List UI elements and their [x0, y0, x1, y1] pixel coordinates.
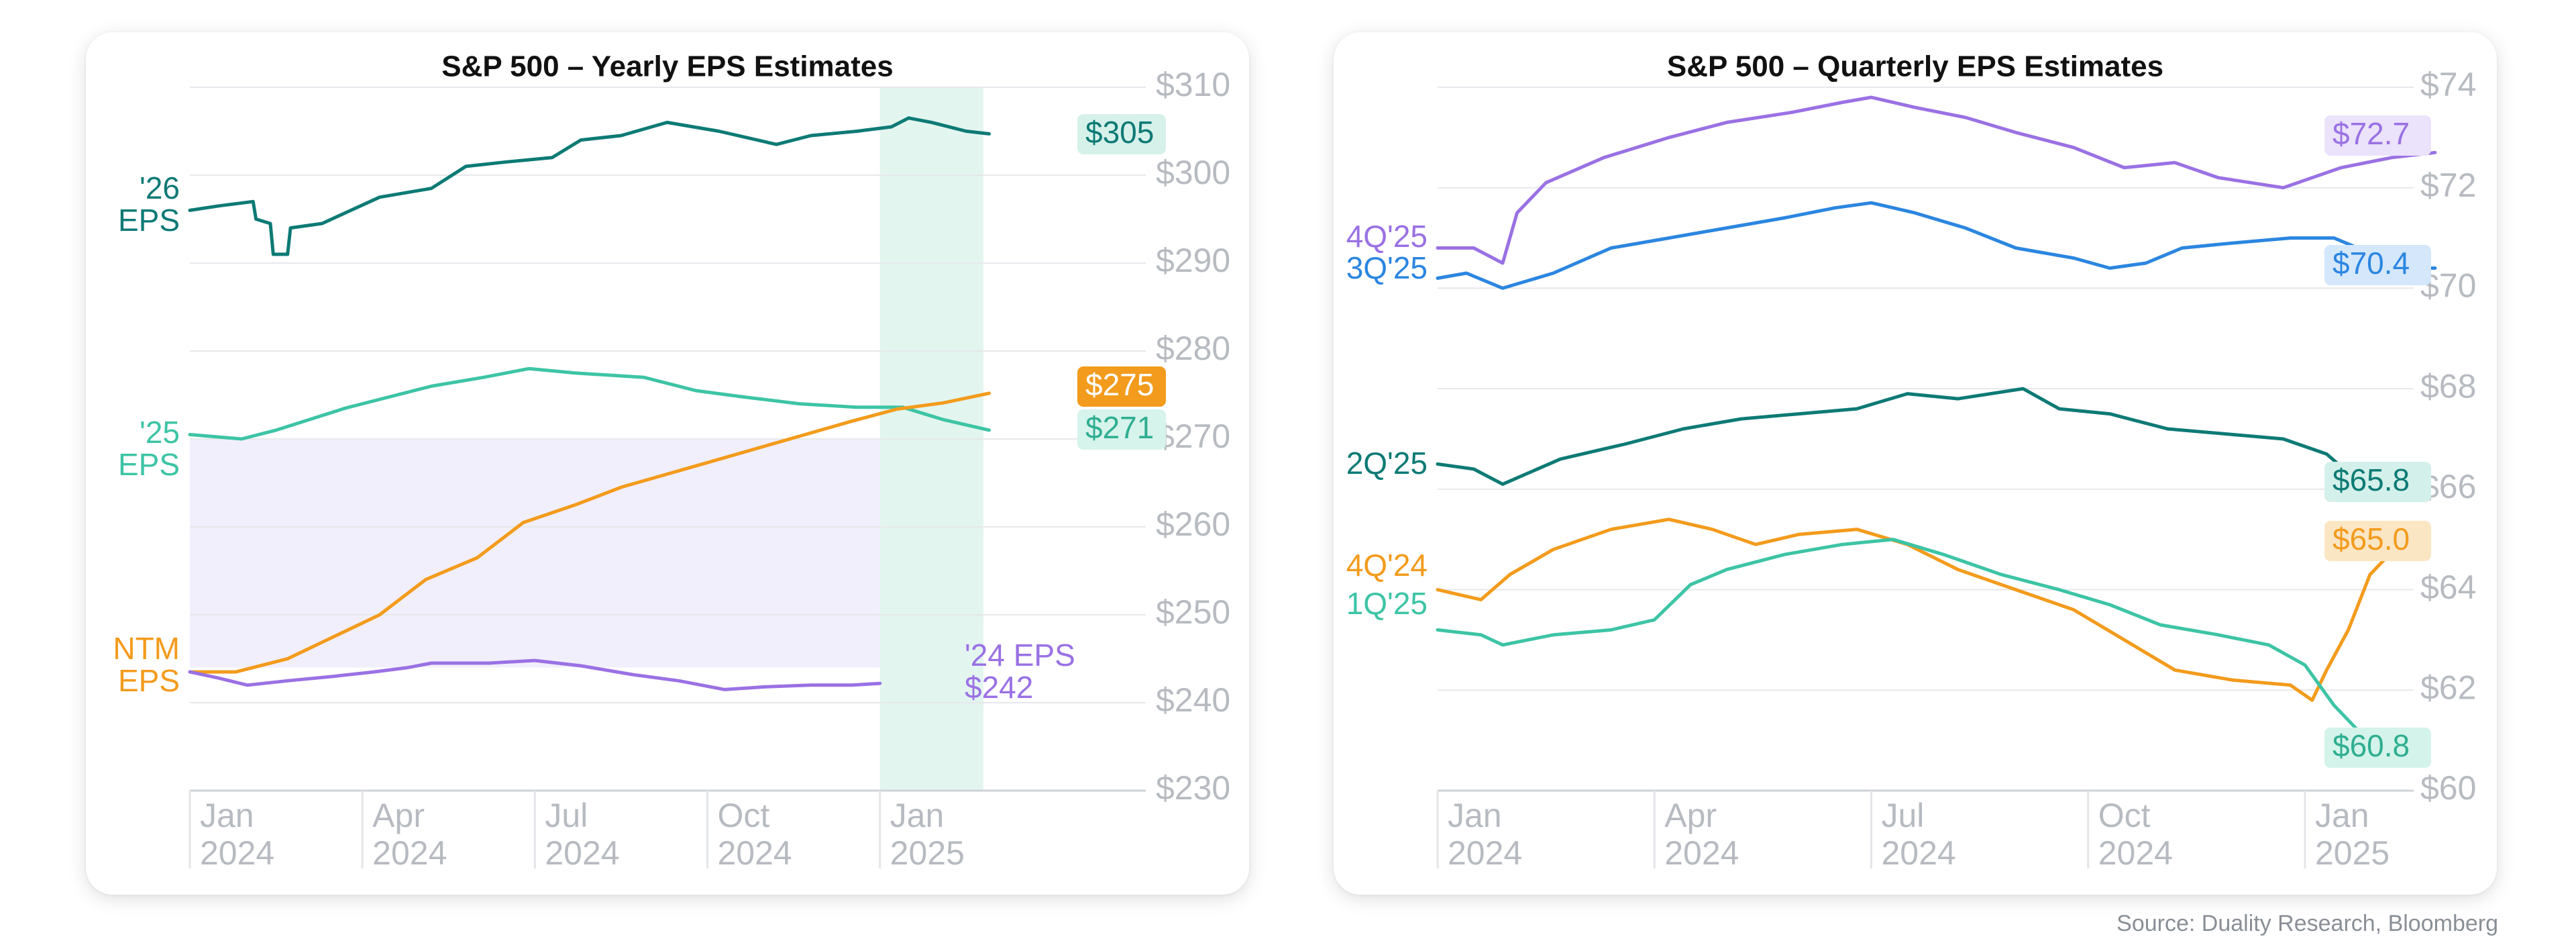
- yearly-eps-chart-card: S&P 500 – Yearly EPS Estimates $230 $240 $2…: [86, 32, 1249, 895]
- x-tick-label: Jul: [1881, 797, 1924, 834]
- series-line-1q-25: [1436, 538, 2422, 752]
- end-value-badge-4q-24: $65.0: [2324, 521, 2431, 561]
- series-line-4q-25: [1436, 95, 2437, 265]
- x-tick-label: Jan: [2315, 797, 2369, 834]
- end-value-text: $65.0: [2332, 521, 2410, 556]
- x-tick-label: 2024: [372, 834, 447, 872]
- x-tick-label: 2024: [2098, 834, 2173, 872]
- series-line-25-eps: [188, 366, 991, 441]
- x-tick-label: 2025: [890, 834, 965, 872]
- y-tick-label: $260: [1156, 505, 1230, 543]
- x-tick-label: Jan: [200, 797, 254, 834]
- series-label-4q-24: 4Q'24: [1346, 548, 1428, 583]
- end-value-badge-4q-25: $72.7: [2324, 115, 2431, 156]
- y-tick-label: $250: [1156, 593, 1230, 631]
- y-tick-label: $68: [2420, 367, 2476, 405]
- y-tick-label: $72: [2420, 166, 2476, 204]
- x-tick-label: 2024: [718, 834, 792, 872]
- end-value-badge-26-eps: $305: [1077, 114, 1166, 154]
- x-tick-label: 2024: [1448, 834, 1522, 872]
- quarterly-eps-chart-card: S&P 500 – Quarterly EPS Estimates $60 $62 $…: [1334, 32, 2497, 895]
- series-line-3q-25: [1436, 201, 2437, 290]
- x-tick-label: Apr: [1664, 797, 1717, 834]
- x-tick-label: Jan: [890, 797, 945, 834]
- end-value-badge-25-eps: $271: [1077, 409, 1166, 450]
- series-label-4q-25: 4Q'25: [1346, 219, 1428, 254]
- y-tick-label: $280: [1156, 330, 1230, 367]
- x-tick-label: 2024: [200, 834, 274, 872]
- end-value-text: $305: [1085, 115, 1154, 150]
- y-tick-label: $62: [2420, 668, 2476, 706]
- x-tick-label: 2024: [1881, 834, 1955, 872]
- end-value-text: $275: [1085, 367, 1154, 402]
- y-tick-label: $60: [2420, 769, 2476, 807]
- source-note: Source: Duality Research, Bloomberg: [2116, 911, 2498, 936]
- quarterly-eps-chart: S&P 500 – Quarterly EPS Estimates $60 $62 $…: [1346, 50, 2477, 872]
- x-tick-label: Apr: [372, 797, 425, 834]
- x-tick-label: Jan: [1448, 797, 1502, 834]
- shaded-region-1: [190, 439, 880, 668]
- end-value-text: $60.8: [2332, 728, 2410, 763]
- yearly-eps-chart: S&P 500 – Yearly EPS Estimates $230 $240 $2…: [113, 50, 1230, 872]
- series-line-2q-25: [1436, 387, 2422, 501]
- series-label-26-eps: '26 EPS: [118, 170, 180, 238]
- series-label-24-eps: '24 EPS $242: [965, 638, 1075, 705]
- series-label-2q-25: 2Q'25: [1346, 446, 1428, 481]
- series-line-4q-24: [1436, 517, 2430, 702]
- y-tick-label: $240: [1156, 681, 1230, 719]
- y-tick-label: $74: [2420, 66, 2476, 103]
- series-label-3q-25: 3Q'25: [1346, 250, 1428, 285]
- y-tick-label: $64: [2420, 568, 2476, 606]
- chart-title: S&P 500 – Quarterly EPS Estimates: [1667, 50, 2163, 83]
- x-tick-label: Oct: [2098, 797, 2151, 834]
- end-value-text: $271: [1085, 410, 1154, 445]
- x-tick-label: 2025: [2315, 834, 2390, 872]
- y-tick-label: $230: [1156, 769, 1230, 807]
- end-value-badge-1q-25: $60.8: [2324, 728, 2431, 768]
- x-tick-label: 2024: [545, 834, 619, 872]
- series-line-ntm-eps: [188, 391, 991, 674]
- series-line-24-eps: [188, 658, 882, 691]
- y-tick-label: $270: [1156, 417, 1230, 455]
- x-tick-label: Oct: [718, 797, 770, 834]
- end-value-badge-ntm-eps: $275: [1077, 366, 1166, 407]
- end-value-badge-3q-25: $70.4: [2324, 245, 2431, 285]
- end-value-badge-2q-25: $65.8: [2324, 462, 2431, 502]
- series-label-ntm-eps: NTM EPS: [113, 631, 180, 698]
- end-value-text: $70.4: [2332, 246, 2410, 281]
- y-tick-label: $310: [1156, 66, 1230, 103]
- series-label-25-eps: '25 EPS: [118, 415, 180, 482]
- end-value-text: $65.8: [2332, 462, 2410, 497]
- x-tick-label: 2024: [1664, 834, 1739, 872]
- series-line-26-eps: [188, 116, 991, 256]
- x-tick-label: Jul: [545, 797, 588, 834]
- chart-title: S&P 500 – Yearly EPS Estimates: [441, 50, 894, 83]
- y-tick-label: $290: [1156, 242, 1230, 279]
- series-label-1q-25: 1Q'25: [1346, 586, 1428, 621]
- end-value-text: $72.7: [2332, 116, 2410, 151]
- y-tick-label: $300: [1156, 154, 1230, 191]
